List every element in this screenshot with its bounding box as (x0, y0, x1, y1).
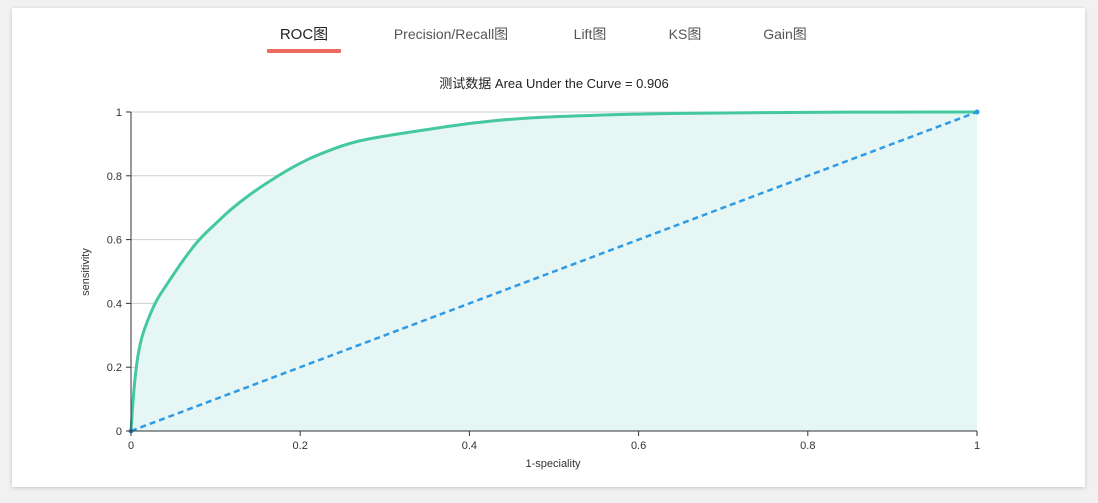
tab-precision-recall[interactable]: Precision/Recall图 (393, 26, 509, 42)
x-tick-label: 1 (974, 440, 980, 452)
tab-lift[interactable]: Lift图 (573, 26, 607, 42)
tab-ks[interactable]: KS图 (668, 26, 702, 42)
chart-title: 测试数据 Area Under the Curve = 0.906 (439, 76, 668, 91)
y-tick-label: 0.8 (107, 171, 122, 183)
x-tick-label: 0.8 (800, 440, 815, 452)
y-tick-label: 0 (116, 426, 122, 438)
y-tick-label: 0.4 (107, 298, 122, 310)
active-tab-underline (267, 49, 341, 53)
y-tick-label: 1 (116, 107, 122, 119)
roc-curve (129, 110, 977, 432)
x-tick-label: 0.2 (293, 440, 308, 452)
diagonal-reference-line (130, 110, 978, 433)
y-tick-label: 0.2 (107, 362, 122, 374)
x-tick-label: 0 (128, 440, 134, 452)
chart-tabs: ROC图 Precision/Recall图 Lift图 KS图 Gain图 (0, 0, 1098, 60)
y-tick-label: 0.6 (107, 235, 122, 247)
end-point (974, 109, 980, 115)
y-axis-title: sensitivity (80, 248, 92, 296)
x-axis-title: 1-speciality (525, 458, 581, 470)
x-tick-label: 0.6 (631, 440, 646, 452)
tab-roc[interactable]: ROC图 (279, 26, 329, 43)
x-tick-label: 0.4 (462, 440, 477, 452)
tab-gain[interactable]: Gain图 (763, 26, 807, 42)
